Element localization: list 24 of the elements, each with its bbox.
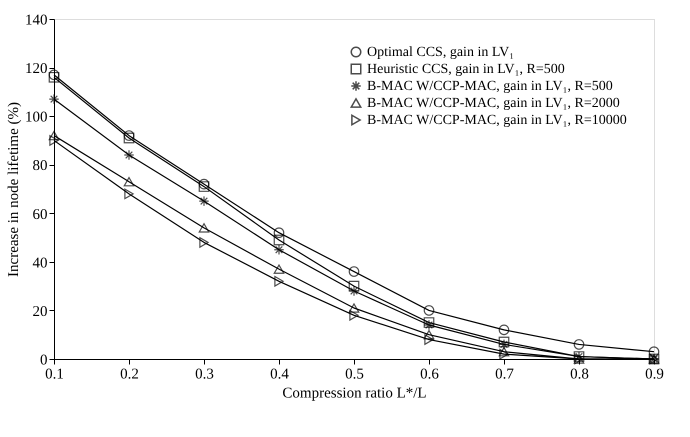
legend-label: B-MAC W/CCP-MAC, gain in LV₁, R=10000 [367, 113, 627, 128]
x-tick-label: 0.6 [420, 366, 440, 382]
y-tick-label: 100 [25, 110, 48, 126]
y-tick-label: 140 [25, 12, 48, 28]
x-tick-label: 0.1 [45, 366, 64, 382]
y-tick-label: 40 [32, 255, 48, 272]
y-tick-label: 20 [32, 304, 48, 320]
x-tick-label: 0.3 [195, 366, 214, 382]
x-tick-label: 0.8 [570, 366, 589, 382]
y-axis-title: Increase in node lifetime (%) [6, 102, 22, 277]
y-tick-label: 0 [40, 352, 48, 368]
x-tick-label: 0.2 [120, 366, 139, 382]
legend-label: B-MAC W/CCP-MAC, gain in LV₁, R=500 [367, 79, 613, 94]
x-tick-label: 0.9 [645, 366, 664, 382]
y-tick-label: 120 [25, 61, 48, 78]
y-tick-label: 80 [32, 158, 48, 174]
x-tick-label: 0.5 [345, 366, 364, 382]
legend-label: Heuristic CCS, gain in LV₁, R=500 [367, 62, 565, 77]
legend-label: B-MAC W/CCP-MAC, gain in LV₁, R=2000 [367, 96, 620, 111]
x-axis-title: Compression ratio L*/L [282, 386, 427, 402]
legend-label: Optimal CCS, gain in LV₁ [367, 45, 514, 60]
x-tick-label: 0.4 [270, 366, 290, 382]
x-tick-label: 0.7 [495, 366, 514, 382]
y-tick-label: 60 [32, 206, 48, 223]
